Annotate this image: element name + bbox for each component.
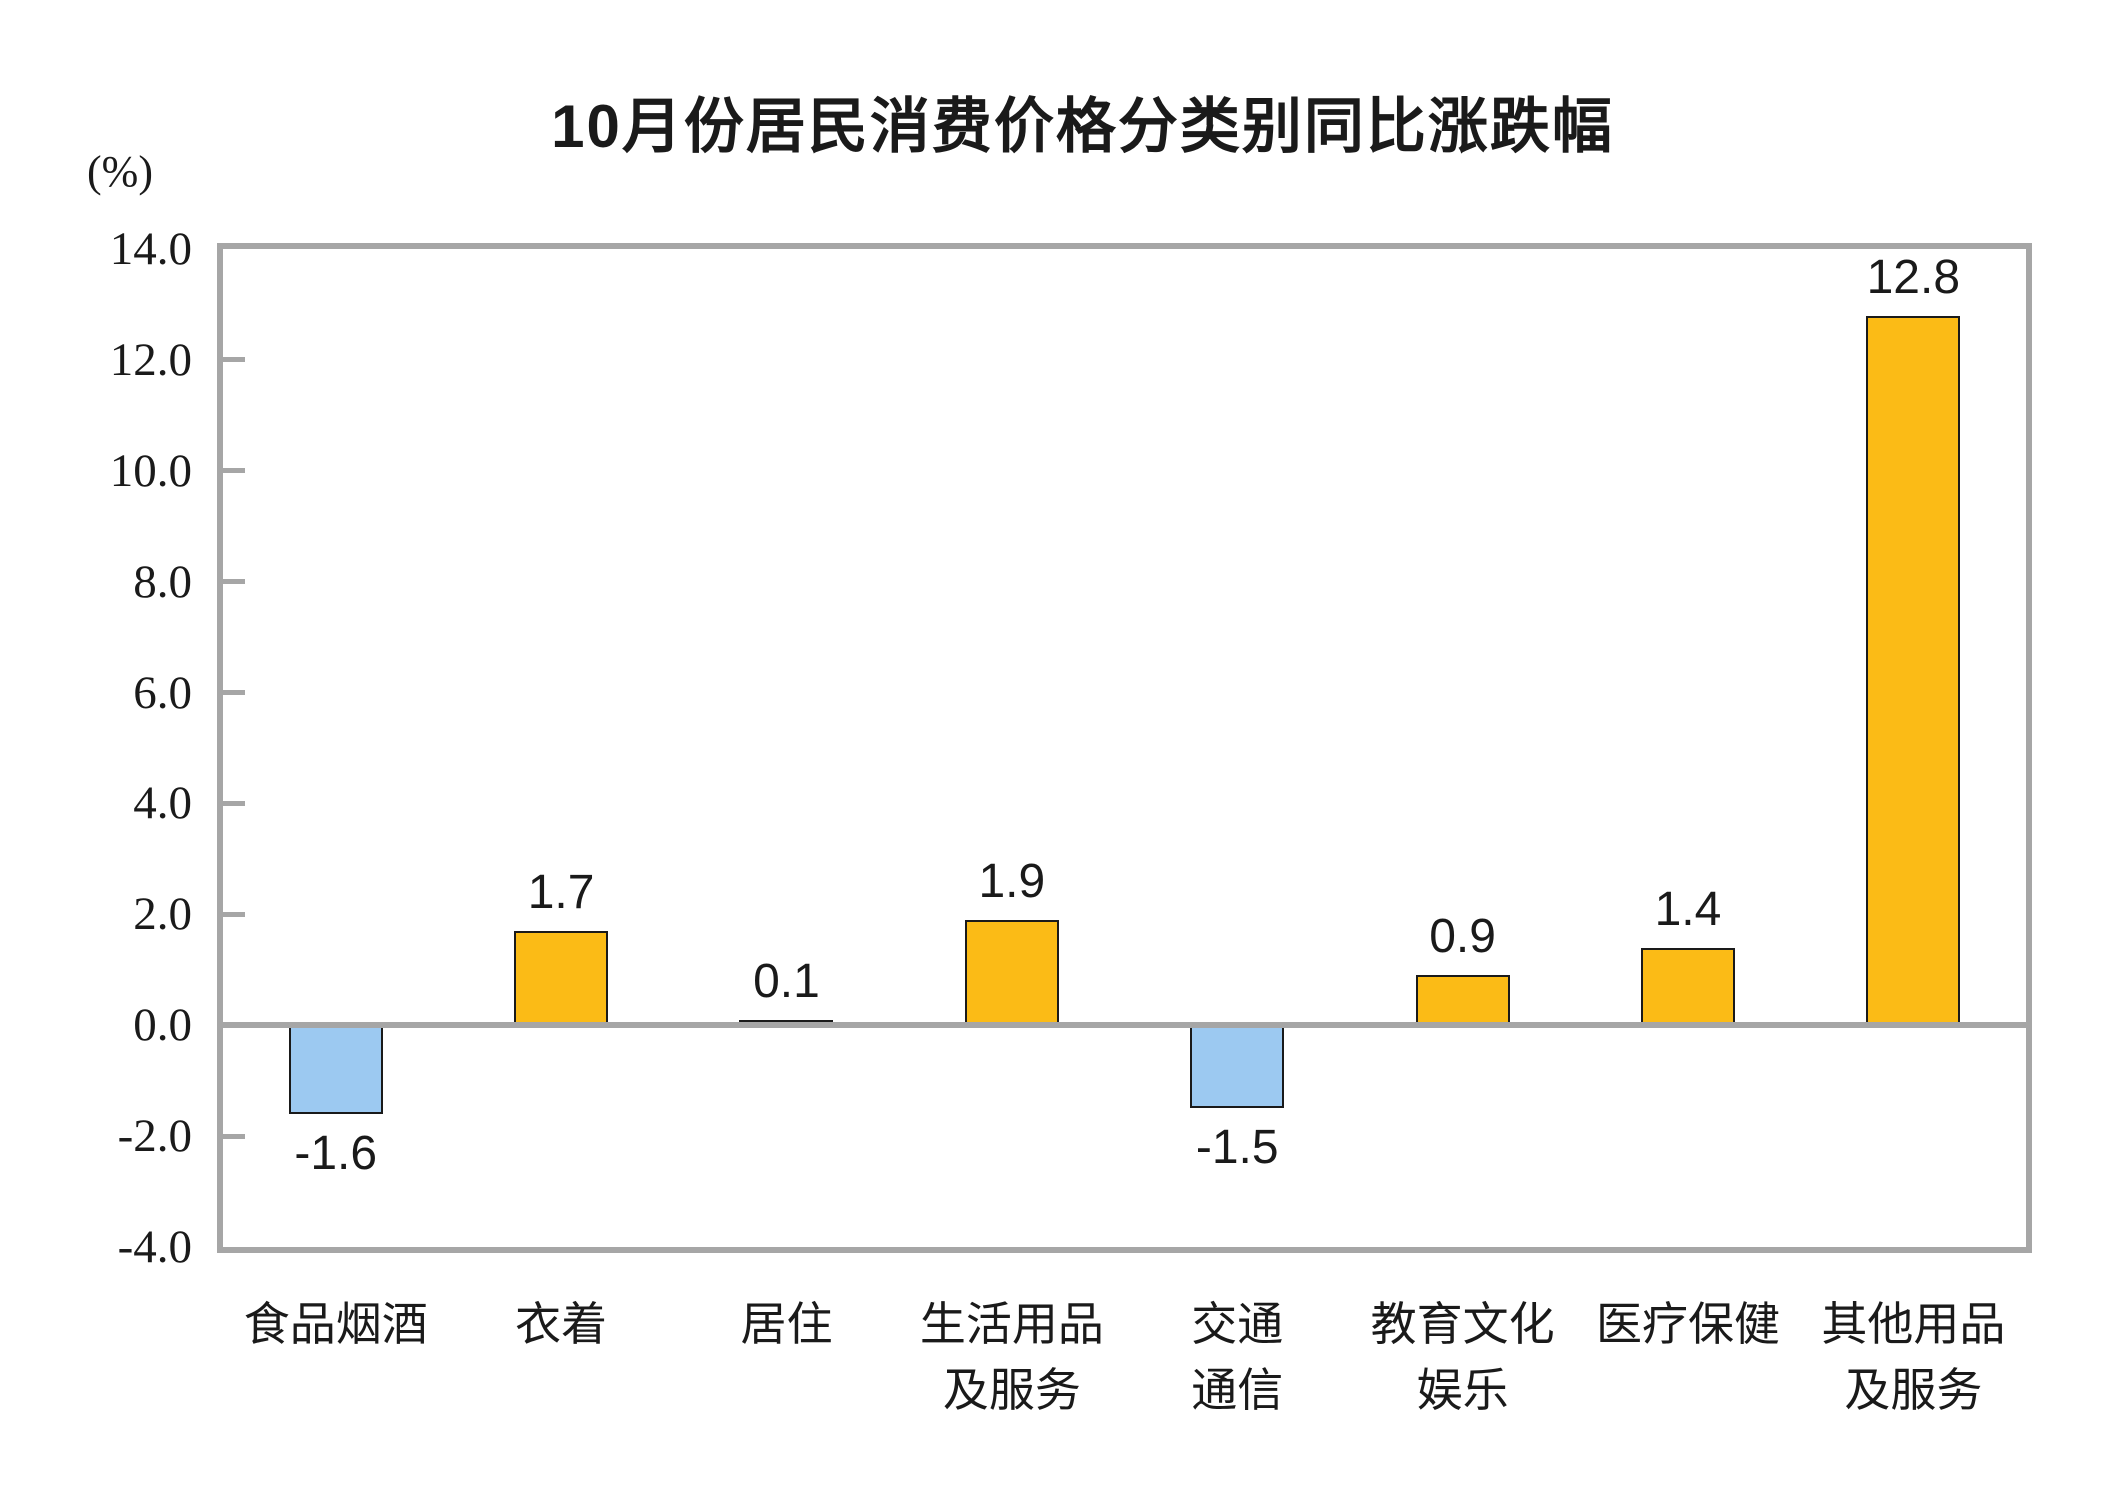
y-tick-label: 12.0 <box>109 333 192 386</box>
bar-value-label: 1.9 <box>978 854 1046 908</box>
y-tick-mark <box>223 579 245 585</box>
bar-value-label: 1.4 <box>1654 882 1722 936</box>
y-tick-mark <box>223 911 245 917</box>
bar-value-label: 0.9 <box>1429 910 1496 964</box>
zero-axis-line <box>223 1022 2026 1029</box>
y-tick-label: 2.0 <box>133 888 192 941</box>
bar-7 <box>1640 947 1735 1026</box>
y-tick-label: 0.0 <box>133 999 192 1052</box>
bar-6 <box>1415 975 1510 1026</box>
y-tick-label: -4.0 <box>117 1221 192 1273</box>
bar-value-label: -1.5 <box>1195 1121 1279 1175</box>
bar-8 <box>1866 315 1961 1026</box>
y-tick-mark <box>223 690 245 696</box>
y-tick-mark <box>223 468 245 474</box>
x-category-label: 医疗保健 <box>1595 1298 1780 1350</box>
x-category-label: 生活用品 及服务 <box>919 1298 1104 1416</box>
y-tick-label: -2.0 <box>117 1110 192 1163</box>
y-tick-label: 14.0 <box>109 223 192 275</box>
bar-1 <box>288 1025 383 1114</box>
y-tick-mark <box>223 357 245 363</box>
bar-4 <box>964 919 1059 1026</box>
chart-title: 10月份居民消费价格分类别同比涨跌幅 <box>551 93 1614 160</box>
y-tick-label: 8.0 <box>133 555 192 608</box>
y-axis-unit-label: (%) <box>87 147 153 196</box>
x-category-label: 教育文化 娱乐 <box>1370 1298 1555 1416</box>
y-tick-label: 4.0 <box>133 777 192 830</box>
x-category-label: 其他用品 及服务 <box>1821 1298 2006 1416</box>
plot-area: -1.6 1.7 0.1 1.9 -1.5 0.9 1.4 12.8 <box>217 243 2032 1253</box>
y-tick-label: 10.0 <box>109 444 192 497</box>
bar-2 <box>514 930 609 1026</box>
bar-value-label: 0.1 <box>753 954 820 1008</box>
bar-value-label: 12.8 <box>1866 250 1961 304</box>
x-category-label: 衣着 <box>515 1298 608 1350</box>
x-category-label: 食品烟酒 <box>243 1298 428 1350</box>
x-category-label: 居住 <box>740 1298 833 1350</box>
bar-value-label: -1.6 <box>294 1126 378 1180</box>
bar-value-label: 1.7 <box>527 865 595 919</box>
x-category-label: 交通 通信 <box>1191 1298 1284 1416</box>
y-tick-mark <box>223 1133 245 1139</box>
y-tick-mark <box>223 800 245 806</box>
y-tick-label: 6.0 <box>133 666 192 719</box>
bar-5 <box>1190 1025 1285 1109</box>
